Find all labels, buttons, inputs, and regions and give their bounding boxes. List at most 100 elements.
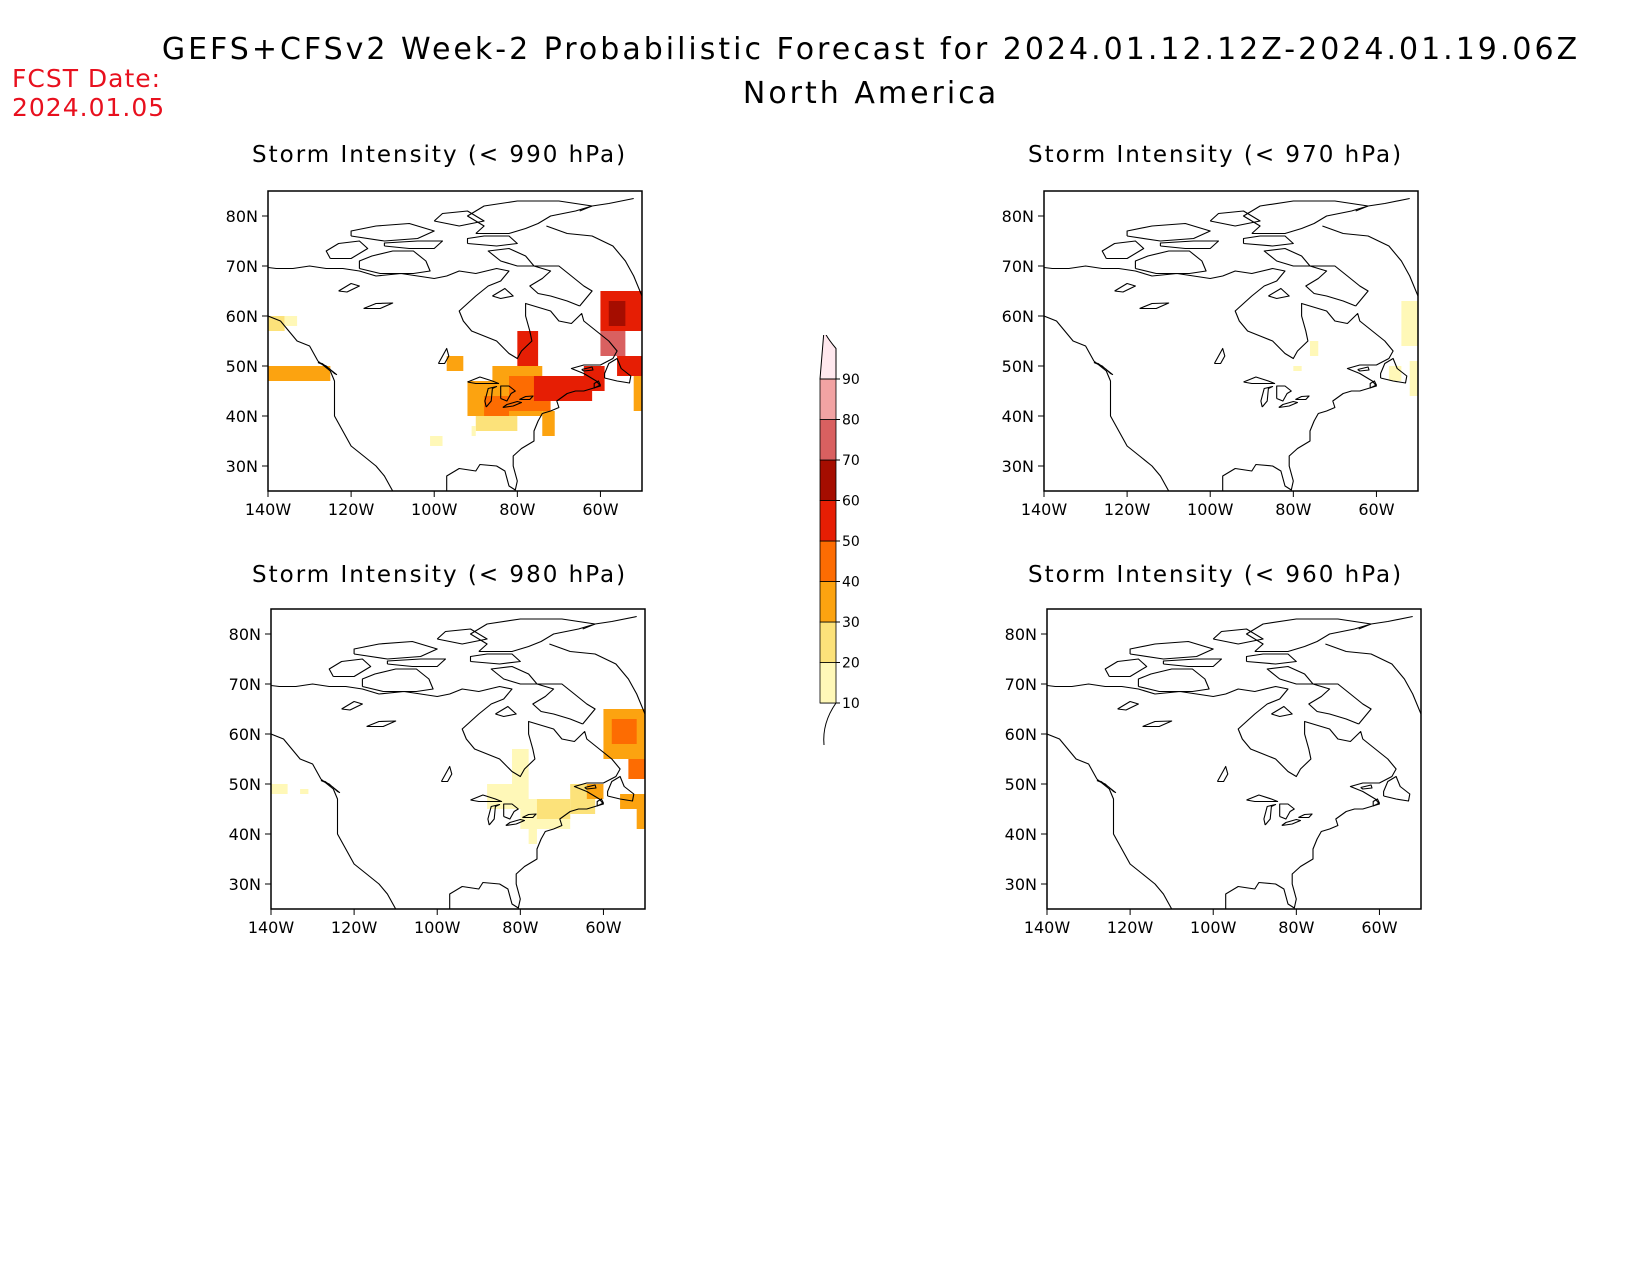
coastline (1242, 235, 1294, 247)
coastline (503, 803, 519, 820)
coastline (1096, 779, 1117, 794)
colorbar: 10 20 30 40 50 60 70 80 90 (819, 335, 860, 746)
coastline (1325, 643, 1421, 715)
lon-tick-label: 140W (1021, 500, 1068, 519)
coastline (1246, 794, 1279, 803)
map-panel-960: 30N 40N 50N 60N 70N 80N 140W 120W 100W 80W 60W (1005, 608, 1422, 937)
coastline (500, 385, 516, 402)
probability-cell (430, 436, 443, 446)
lon-tick-label: 120W (328, 500, 375, 519)
coastline (325, 240, 369, 260)
forecast-date-value: 2024.01.05 (12, 93, 166, 122)
coastline (470, 794, 503, 803)
colorbar-label: 60 (842, 494, 860, 510)
coastline (1245, 618, 1372, 653)
coastline (1212, 628, 1264, 645)
colorbar-label: 90 (842, 372, 860, 388)
coastline (350, 222, 435, 242)
coastline (1243, 376, 1276, 385)
probability-cell (268, 366, 331, 381)
forecast-date-label: FCST Date: (12, 64, 162, 93)
coastline (433, 210, 485, 227)
coastline (271, 683, 621, 909)
probability-cell (633, 376, 642, 411)
coastline (582, 615, 637, 630)
coastline (505, 818, 526, 827)
colorbar-segment (819, 540, 837, 582)
coastline (1137, 668, 1210, 693)
panel-title-990: Storm Intensity (< 990 hPa) (252, 142, 628, 168)
lat-tick-label: 60N (226, 307, 258, 326)
coastline (341, 700, 363, 711)
coastline (495, 705, 517, 718)
probability-cell (471, 426, 476, 436)
coastline (490, 665, 596, 725)
lat-tick-label: 40N (226, 407, 258, 426)
lat-tick-label: 60N (1005, 725, 1037, 744)
lon-tick-label: 120W (1104, 500, 1151, 519)
coastline (1114, 282, 1136, 293)
colorbar-label: 80 (842, 413, 860, 429)
coastline (361, 668, 434, 693)
probability-cell (636, 794, 645, 829)
coastline (1298, 813, 1313, 819)
coastline (1278, 400, 1299, 409)
coastline (1126, 222, 1211, 242)
coastline (1357, 366, 1370, 372)
colorbar-label: 30 (842, 615, 860, 631)
map-frame (1046, 608, 1422, 910)
coastline (1134, 250, 1207, 275)
lat-tick-label: 30N (1002, 457, 1034, 476)
coastline (469, 653, 521, 665)
coastline (487, 803, 501, 826)
lat-tick-label: 30N (1005, 875, 1037, 894)
coastline (1044, 265, 1394, 491)
coastline (1266, 665, 1372, 725)
lon-tick-label: 100W (1190, 918, 1237, 937)
probability-cell (512, 749, 529, 784)
coastline (484, 385, 498, 408)
coastline (1281, 818, 1302, 827)
lat-tick-label: 70N (1002, 257, 1034, 276)
coastline (1295, 395, 1310, 401)
coastline (1209, 210, 1261, 227)
probability-cell (1388, 366, 1402, 381)
coastline (1117, 700, 1139, 711)
coastline (383, 240, 444, 250)
probability-cell (1409, 361, 1418, 396)
coastline (467, 376, 500, 385)
colorbar-segment (819, 335, 837, 380)
coastline (437, 347, 450, 365)
lat-tick-label: 50N (1002, 357, 1034, 376)
lon-tick-label: 120W (331, 918, 378, 937)
probability-cell (284, 316, 298, 326)
coastline (1101, 240, 1145, 260)
coastline (1271, 705, 1293, 718)
coastline (1279, 803, 1295, 820)
lon-tick-label: 60W (582, 500, 618, 519)
coastline (466, 200, 593, 235)
coastline (1369, 380, 1377, 389)
coastline (338, 282, 360, 293)
lon-tick-label: 120W (1107, 918, 1154, 937)
coastline (353, 640, 438, 660)
probability-cell (617, 356, 642, 376)
probability-cell (533, 376, 593, 401)
probability-cell (1293, 366, 1302, 371)
colorbar-label: 70 (842, 453, 860, 469)
coastline (328, 658, 372, 678)
probability-cell (628, 759, 645, 779)
coastline (366, 720, 397, 728)
lon-tick-label: 60W (585, 918, 621, 937)
coastline (268, 265, 618, 491)
coastline (1360, 784, 1373, 790)
lon-tick-label: 60W (1358, 500, 1394, 519)
probability-cell (611, 719, 637, 744)
map-panel-990: 30N 40N 50N 60N 70N 80N 140W 120W 100W 80W 60W (226, 190, 643, 519)
coastline (1322, 225, 1418, 297)
colorbar-label: 10 (842, 696, 860, 712)
probability-cell (271, 784, 288, 794)
lat-tick-label: 50N (229, 775, 261, 794)
probability-cell (517, 331, 539, 366)
panel-title-960: Storm Intensity (< 960 hPa) (1028, 562, 1404, 588)
